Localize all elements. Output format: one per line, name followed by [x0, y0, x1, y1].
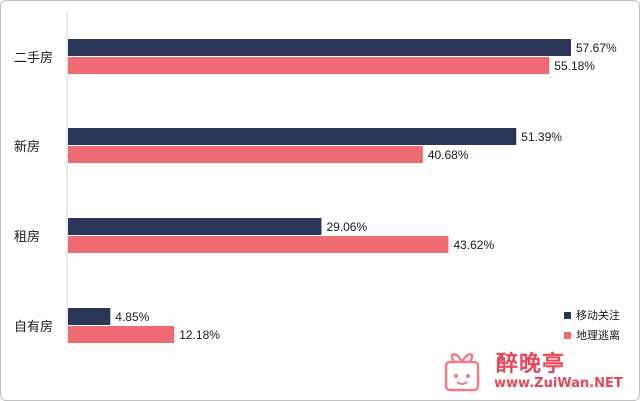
data-label: 29.06% — [326, 220, 367, 234]
data-label: 55.18% — [554, 59, 595, 73]
bar-series-2 — [68, 57, 550, 74]
bar-series-2 — [68, 236, 449, 253]
bar-series-1 — [68, 218, 322, 235]
watermark: 醉晚亭 www.ZuiWan.NET — [442, 346, 623, 396]
legend-entry: 移动关注 — [576, 308, 620, 322]
bar-series-2 — [68, 326, 175, 343]
legend-entry: 地理逃离 — [576, 328, 620, 342]
category-label: 租房 — [14, 229, 40, 245]
category-label: 自有房 — [14, 319, 53, 335]
bar-series-2 — [68, 146, 423, 163]
legend-swatch — [564, 332, 571, 339]
bar-series-1 — [68, 39, 571, 56]
data-label: 4.85% — [115, 310, 149, 324]
watermark-url: www.ZuiWan.NET — [494, 376, 623, 391]
bar-series-1 — [68, 128, 517, 145]
data-label: 40.68% — [428, 148, 469, 162]
watermark-name: 醉晚亭 — [496, 352, 566, 377]
category-label: 二手房 — [14, 50, 53, 66]
bar-series-1 — [68, 308, 111, 325]
legend-swatch — [564, 312, 571, 319]
data-label: 57.67% — [576, 41, 617, 55]
gift-icon — [444, 353, 480, 392]
data-label: 43.62% — [453, 238, 494, 252]
data-label: 12.18% — [179, 328, 220, 342]
data-label: 51.39% — [521, 130, 562, 144]
category-label: 新房 — [14, 139, 40, 155]
